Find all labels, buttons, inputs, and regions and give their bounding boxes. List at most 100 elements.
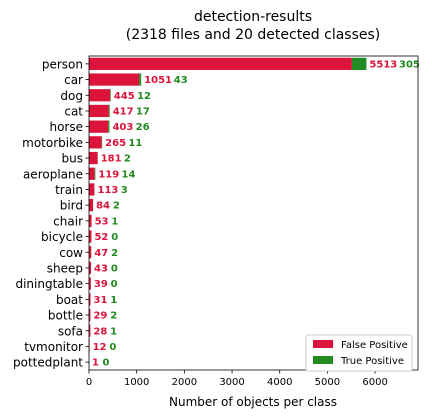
- x-tick-label-3000: 3000: [219, 377, 244, 388]
- bar-false-positive-train: [89, 183, 95, 196]
- y-tick-label-diningtable: diningtable: [15, 277, 83, 291]
- y-tick-label-sofa: sofa: [58, 324, 83, 338]
- value-label-false-positive-cow: 47: [94, 248, 108, 259]
- bar-false-positive-person: [89, 57, 352, 70]
- y-tick-label-tvmonitor: tvmonitor: [24, 340, 83, 354]
- value-label-false-positive-boat: 31: [94, 295, 108, 306]
- value-label-true-positive-bus: 2: [124, 154, 131, 165]
- bar-true-positive-horse: [108, 120, 110, 133]
- y-tick-label-bus: bus: [62, 152, 83, 166]
- value-label-true-positive-boat: 1: [110, 295, 117, 306]
- value-label-true-positive-train: 3: [121, 185, 128, 196]
- bar-true-positive-motorbike: [101, 136, 103, 149]
- value-label-true-positive-cat: 17: [136, 106, 150, 117]
- value-label-true-positive-chair: 1: [111, 216, 118, 227]
- x-tick-label-6000: 6000: [362, 377, 387, 388]
- bar-false-positive-boat: [89, 293, 91, 306]
- chart-subtitle: (2318 files and 20 detected classes): [126, 27, 381, 43]
- legend-swatch-true-positive: [313, 356, 333, 364]
- value-label-true-positive-bottle: 2: [110, 311, 117, 322]
- bar-false-positive-sofa: [89, 324, 91, 337]
- legend-swatch-false-positive: [313, 340, 333, 348]
- chart-title: detection-results: [194, 9, 312, 25]
- value-label-true-positive-horse: 26: [136, 122, 150, 133]
- y-tick-label-pottedplant: pottedplant: [13, 356, 83, 370]
- y-tick-label-motorbike: motorbike: [22, 136, 83, 150]
- bar-false-positive-bottle: [89, 308, 91, 322]
- value-label-false-positive-aeroplane: 119: [98, 169, 119, 180]
- value-label-false-positive-dog: 445: [114, 91, 135, 102]
- bar-false-positive-sheep: [89, 261, 92, 275]
- y-tick-label-bicycle: bicycle: [41, 230, 83, 244]
- bar-false-positive-car: [89, 73, 140, 86]
- y-tick-label-cat: cat: [64, 104, 83, 118]
- y-tick-label-car: car: [64, 73, 83, 87]
- value-label-true-positive-aeroplane: 14: [122, 169, 136, 180]
- bar-false-positive-bicycle: [89, 230, 92, 243]
- y-tick-label-boat: boat: [56, 293, 83, 307]
- value-label-false-positive-sofa: 28: [93, 326, 107, 337]
- legend-label-false-positive: False Positive: [341, 340, 408, 351]
- x-tick-label-1000: 1000: [124, 377, 149, 388]
- y-tick-label-sheep: sheep: [47, 261, 83, 275]
- x-tick-label-0: 0: [86, 377, 92, 388]
- value-label-false-positive-bicycle: 52: [94, 232, 108, 243]
- bars-group: [89, 57, 367, 369]
- x-tick-label-2000: 2000: [172, 377, 197, 388]
- value-label-false-positive-bird: 84: [96, 201, 110, 212]
- y-tick-label-horse: horse: [49, 120, 83, 134]
- value-label-false-positive-tvmonitor: 12: [93, 342, 107, 353]
- legend: False Positive True Positive: [305, 334, 413, 372]
- value-label-true-positive-tvmonitor: 0: [109, 342, 116, 353]
- value-label-false-positive-sheep: 43: [94, 263, 108, 274]
- value-label-false-positive-pottedplant: 1: [92, 358, 99, 369]
- value-label-true-positive-cow: 2: [111, 248, 118, 259]
- bar-true-positive-person: [351, 57, 367, 70]
- value-label-false-positive-car: 1051: [144, 75, 172, 86]
- bar-true-positive-cat: [108, 104, 110, 118]
- bar-false-positive-bus: [89, 151, 98, 165]
- x-tick-label-5000: 5000: [315, 377, 340, 388]
- bar-true-positive-aeroplane: [94, 167, 96, 180]
- x-axis-label: Number of objects per class: [169, 395, 337, 409]
- bar-false-positive-bird: [89, 199, 94, 212]
- y-tick-label-bottle: bottle: [48, 309, 83, 323]
- plot-frame: [88, 55, 419, 371]
- value-label-true-positive-diningtable: 0: [111, 279, 118, 290]
- y-tick-label-bird: bird: [60, 199, 83, 213]
- value-label-true-positive-bicycle: 0: [111, 232, 118, 243]
- value-label-true-positive-sofa: 1: [110, 326, 117, 337]
- bar-false-positive-diningtable: [89, 277, 91, 290]
- value-label-false-positive-cat: 417: [113, 106, 134, 117]
- value-label-false-positive-train: 113: [98, 185, 119, 196]
- y-tick-label-person: person: [42, 57, 83, 71]
- value-label-false-positive-bus: 181: [101, 154, 122, 165]
- bar-false-positive-aeroplane: [89, 167, 95, 180]
- y-tick-label-train: train: [55, 183, 83, 197]
- bar-false-positive-horse: [89, 120, 109, 133]
- value-label-true-positive-sheep: 0: [111, 263, 118, 274]
- value-label-true-positive-dog: 12: [137, 91, 151, 102]
- x-axis-ticks: 0 1000 2000 3000 4000 5000 6000: [86, 370, 388, 388]
- value-label-true-positive-person: 305: [399, 59, 420, 70]
- y-tick-label-aeroplane: aeroplane: [23, 167, 83, 181]
- value-label-false-positive-motorbike: 265: [105, 138, 126, 149]
- y-tick-label-cow: cow: [59, 246, 83, 260]
- value-label-true-positive-bird: 2: [113, 201, 120, 212]
- value-label-false-positive-chair: 53: [95, 216, 109, 227]
- y-tick-label-chair: chair: [53, 214, 83, 228]
- value-label-false-positive-bottle: 29: [93, 311, 107, 322]
- y-tick-label-dog: dog: [60, 89, 83, 103]
- bar-false-positive-dog: [89, 89, 111, 102]
- value-label-false-positive-person: 5513: [369, 59, 397, 70]
- value-label-true-positive-pottedplant: 0: [102, 358, 109, 369]
- x-tick-label-4000: 4000: [267, 377, 292, 388]
- value-label-false-positive-diningtable: 39: [94, 279, 108, 290]
- value-label-true-positive-car: 43: [174, 75, 188, 86]
- legend-label-true-positive: True Positive: [340, 356, 404, 367]
- bar-true-positive-dog: [110, 89, 111, 102]
- value-label-true-positive-motorbike: 11: [128, 138, 142, 149]
